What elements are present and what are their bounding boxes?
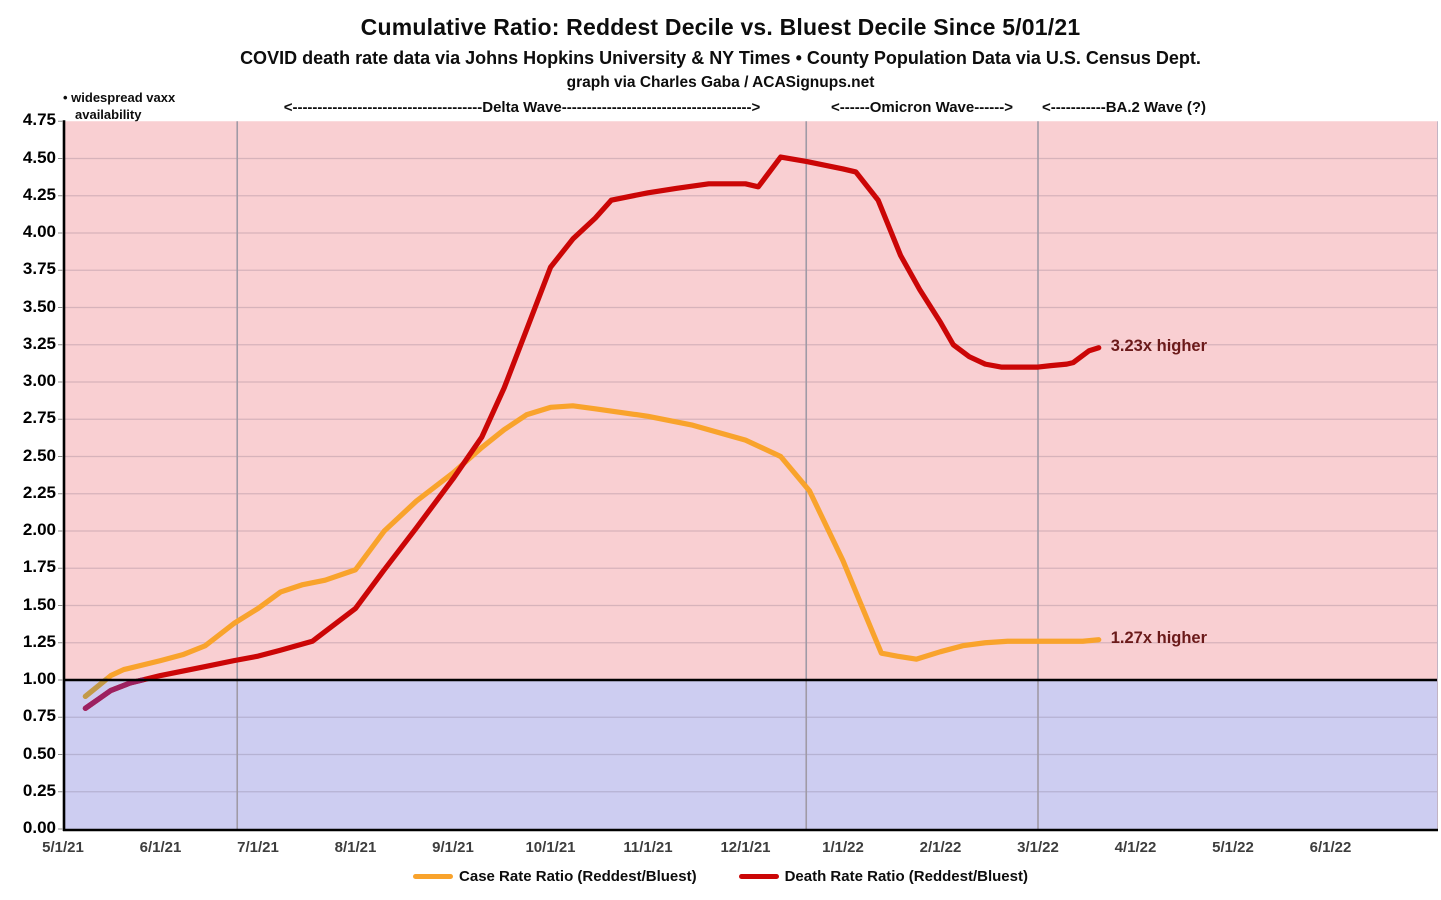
y-tick-label: 3.00 <box>22 371 56 390</box>
ba2-wave-annotation: <-----------BA.2 Wave (?) <box>1042 99 1206 116</box>
x-tick-label: 6/1/21 <box>139 839 182 856</box>
above-one-region <box>63 121 1437 680</box>
x-tick-label: 9/1/21 <box>432 839 474 856</box>
y-tick-label: 1.00 <box>22 669 56 688</box>
case-rate-line <box>82 403 1102 699</box>
omicron-wave-annotation: <------Omicron Wave------> <box>831 99 1013 116</box>
legend-item-death-rate: Death Rate Ratio (Reddest/Bluest) <box>738 868 1028 885</box>
y-tick-label: 0.00 <box>22 818 56 837</box>
y-tick-label: 1.50 <box>22 594 56 614</box>
y-tick-label: 2.25 <box>22 482 56 502</box>
x-tick-label: 2/1/22 <box>919 839 962 856</box>
vaxx-availability-note: • widespread vaxx <box>63 90 176 105</box>
chart-legend: Case Rate Ratio (Reddest/Bluest) Death R… <box>0 868 1441 885</box>
y-tick-label: 0.75 <box>22 706 56 726</box>
case-rate-line-muted <box>82 677 109 699</box>
legend-item-case-rate: Case Rate Ratio (Reddest/Bluest) <box>413 868 697 885</box>
case-ratio-end-label: 1.27x higher <box>1110 628 1208 647</box>
x-tick-label: 5/1/22 <box>1212 839 1254 856</box>
case-rate-line-swatch <box>413 874 454 879</box>
y-tick-label: 0.50 <box>22 743 56 763</box>
y-tick-label: 3.50 <box>22 296 56 316</box>
page-subtitle: COVID death rate data via Johns Hopkins … <box>240 48 1201 68</box>
death-rate-line <box>82 154 1102 711</box>
x-tick-label: 8/1/21 <box>334 839 377 856</box>
x-tick-label: 6/1/22 <box>1309 839 1352 856</box>
below-one-region <box>63 680 1437 829</box>
y-tick-label: 4.75 <box>22 110 56 130</box>
delta-wave-annotation: <--------------------------------------D… <box>283 99 761 116</box>
x-tick-label: 10/1/21 <box>525 839 576 856</box>
y-tick-label: 4.25 <box>22 184 56 204</box>
y-tick-label: 3.75 <box>22 259 56 279</box>
x-tick-label: 7/1/21 <box>237 839 279 856</box>
page-title: Cumulative Ratio: Reddest Decile vs. Blu… <box>360 14 1081 40</box>
y-tick-label: 4.50 <box>22 147 56 167</box>
death-ratio-end-label: 3.23x higher <box>1110 336 1208 355</box>
y-tick-label: 4.00 <box>22 222 56 241</box>
y-tick-label: 3.25 <box>22 333 56 353</box>
y-tick-label: 2.00 <box>22 520 56 539</box>
x-tick-label: 12/1/21 <box>720 839 771 856</box>
x-tick-label: 4/1/22 <box>1114 839 1157 856</box>
death-rate-line-swatch <box>738 874 779 879</box>
vaxx-availability-note-line2: availability <box>75 107 142 122</box>
legend-label-case-rate: Case Rate Ratio (Reddest/Bluest) <box>459 868 697 885</box>
y-tick-label: 2.50 <box>22 445 56 465</box>
x-tick-label: 3/1/22 <box>1017 839 1059 856</box>
credit-line: graph via Charles Gaba / ACASignups.net <box>566 74 875 91</box>
y-tick-label: 1.75 <box>22 557 56 577</box>
x-tick-label: 11/1/21 <box>623 839 673 856</box>
legend-label-death-rate: Death Rate Ratio (Reddest/Bluest) <box>784 868 1028 885</box>
x-tick-label: 1/1/22 <box>822 839 864 856</box>
y-tick-label: 2.75 <box>22 408 56 428</box>
y-tick-label: 1.25 <box>22 631 56 651</box>
death-rate-line-muted <box>82 677 145 711</box>
y-tick-label: 0.25 <box>22 780 56 800</box>
x-tick-label: 5/1/21 <box>42 839 84 856</box>
